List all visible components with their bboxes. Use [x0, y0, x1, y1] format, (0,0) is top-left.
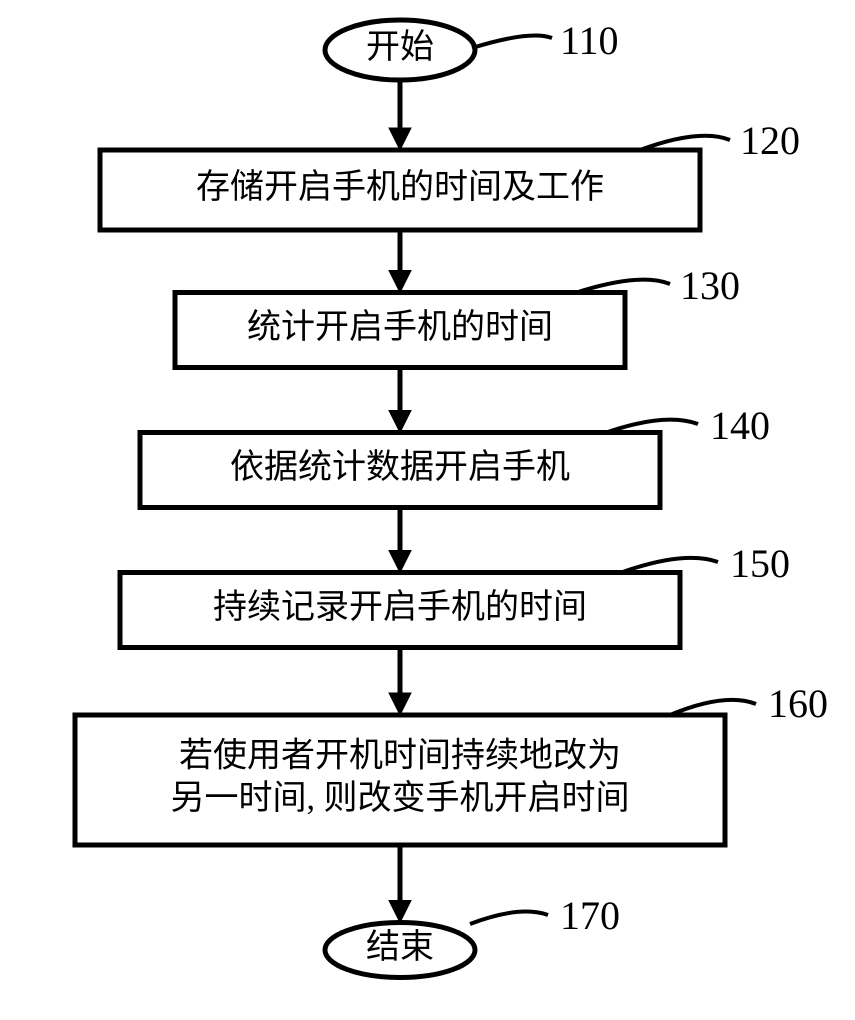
- node-text: 统计开启手机的时间: [247, 308, 553, 346]
- callout-120: 120: [640, 118, 800, 163]
- arrow-head-icon: [389, 693, 411, 715]
- callout-110: 110: [472, 18, 619, 63]
- arrow-head-icon: [389, 411, 411, 433]
- process-n140: 依据统计数据开启手机: [140, 433, 660, 508]
- reference-number: 170: [560, 893, 620, 938]
- callout-140: 140: [605, 403, 770, 448]
- edge-n150-n160: [389, 648, 411, 716]
- terminator-n170: 结束: [325, 923, 475, 978]
- arrow-head-icon: [389, 551, 411, 573]
- reference-number: 130: [680, 263, 740, 308]
- reference-number: 150: [730, 541, 790, 586]
- reference-number: 110: [560, 18, 619, 63]
- arrow-head-icon: [389, 128, 411, 150]
- node-text: 若使用者开机时间持续地改为: [179, 737, 621, 775]
- edge-n160-n170: [389, 845, 411, 923]
- callout-150: 150: [620, 541, 790, 586]
- node-text: 结束: [366, 928, 434, 966]
- node-text: 依据统计数据开启手机: [230, 448, 570, 486]
- process-n160: 若使用者开机时间持续地改为另一时间, 则改变手机开启时间: [75, 715, 725, 845]
- process-n120: 存储开启手机的时间及工作: [100, 150, 700, 230]
- edge-n110-n120: [389, 80, 411, 150]
- edge-n120-n130: [389, 230, 411, 293]
- edge-n140-n150: [389, 508, 411, 573]
- node-text: 持续记录开启手机的时间: [213, 588, 587, 626]
- process-n130: 统计开启手机的时间: [175, 293, 625, 368]
- callout-160: 160: [670, 681, 828, 726]
- reference-number: 160: [768, 681, 828, 726]
- callout-170: 170: [470, 893, 620, 938]
- terminator-n110: 开始: [325, 20, 475, 80]
- reference-number: 140: [710, 403, 770, 448]
- node-text: 另一时间, 则改变手机开启时间: [171, 779, 630, 817]
- flowchart: 开始存储开启手机的时间及工作统计开启手机的时间依据统计数据开启手机持续记录开启手…: [0, 0, 855, 1020]
- node-text: 存储开启手机的时间及工作: [196, 168, 604, 206]
- arrow-head-icon: [389, 901, 411, 923]
- arrow-head-icon: [389, 271, 411, 293]
- reference-number: 120: [740, 118, 800, 163]
- node-text: 开始: [366, 28, 434, 66]
- edge-n130-n140: [389, 368, 411, 433]
- process-n150: 持续记录开启手机的时间: [120, 573, 680, 648]
- callout-130: 130: [575, 263, 740, 308]
